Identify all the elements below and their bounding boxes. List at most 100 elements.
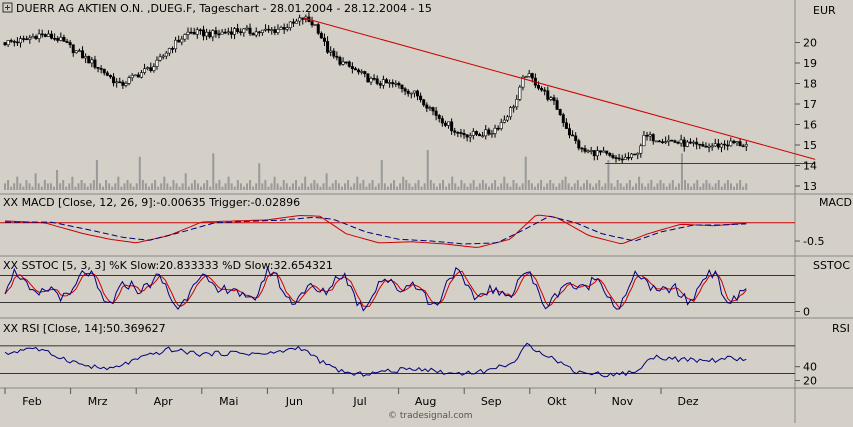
candle-body <box>620 158 624 161</box>
volume-bar <box>601 186 604 190</box>
candle-body <box>56 38 60 41</box>
volume-bar <box>65 186 68 190</box>
candle-body <box>521 76 525 88</box>
candle-body <box>208 31 212 38</box>
candle-body <box>84 56 88 59</box>
volume-bar <box>362 180 365 190</box>
volume-bar <box>494 180 497 190</box>
volume-bar <box>644 186 647 190</box>
volume-bar <box>16 176 19 190</box>
volume-bar <box>383 183 386 190</box>
volume-bar <box>579 186 582 190</box>
volume-bar <box>469 183 472 190</box>
volume-bar <box>475 186 478 190</box>
candle-body <box>149 67 153 71</box>
volume-bar <box>585 180 588 190</box>
candle-body <box>96 67 100 69</box>
volume-bar <box>711 186 714 190</box>
candle-body <box>723 143 727 146</box>
candle-body <box>350 66 354 69</box>
candle-body <box>87 56 91 64</box>
candle-body <box>12 41 16 43</box>
volume-bar <box>616 180 619 190</box>
volume-bar <box>331 183 334 190</box>
volume-bar <box>671 180 674 190</box>
candle-body <box>28 37 32 40</box>
volume-bar <box>307 186 310 190</box>
volume-bar <box>463 183 466 190</box>
candle-body <box>676 142 680 144</box>
volume-bar <box>319 186 322 190</box>
candle-body <box>744 144 748 147</box>
candle-body <box>366 73 370 83</box>
volume-bar <box>181 183 184 190</box>
candle-body <box>164 52 168 57</box>
volume-bar <box>723 183 726 190</box>
volume-bar <box>405 180 408 190</box>
volume-bar <box>638 176 641 190</box>
volume-bar <box>438 183 441 190</box>
candle-body <box>394 82 398 85</box>
candle-body <box>592 150 596 157</box>
volume-bar <box>573 183 576 190</box>
candle-body <box>295 20 299 24</box>
volume-bar <box>89 183 92 190</box>
candle-body <box>177 39 181 43</box>
volume-bar <box>187 186 190 190</box>
macd-label: XX MACD [Close, 12, 26, 9]:-0.00635 Trig… <box>3 196 300 209</box>
volume-bar <box>267 186 270 190</box>
volume-bar <box>129 183 132 190</box>
chart-menu-icon[interactable] <box>2 2 13 13</box>
candle-body <box>378 83 382 86</box>
volume-bar <box>184 173 187 190</box>
volume-bar <box>120 186 123 190</box>
candle-body <box>40 33 44 36</box>
rsi-label: XX RSI [Close, 14]:50.369627 <box>3 322 166 335</box>
month-tick-label: Aug <box>415 395 436 408</box>
candle-body <box>388 82 392 84</box>
candle-body <box>71 44 75 54</box>
candle-body <box>375 78 379 84</box>
candle-body <box>543 89 547 92</box>
volume-bar <box>414 183 417 190</box>
volume-bar <box>690 186 693 190</box>
volume-bar <box>619 183 622 190</box>
volume-bar <box>147 186 150 190</box>
candle-body <box>22 38 26 40</box>
candle-body <box>260 29 264 33</box>
candle-body <box>115 81 119 84</box>
volume-bar <box>402 176 405 190</box>
volume-bar <box>157 186 160 190</box>
volume-bar <box>132 186 135 190</box>
volume-bar <box>497 186 500 190</box>
volume-bar <box>515 183 518 190</box>
candle-body <box>602 150 606 153</box>
candle-body <box>704 145 708 148</box>
volume-bar <box>196 183 199 190</box>
candle-body <box>617 157 621 160</box>
resistance-trendline <box>303 17 816 160</box>
candle-body <box>167 48 171 54</box>
candle-body <box>9 40 13 42</box>
candle-body <box>688 141 692 144</box>
volume-bar <box>457 186 460 190</box>
volume-bar <box>460 180 463 190</box>
candle-body <box>155 59 159 67</box>
volume-bar <box>135 183 138 190</box>
candle-body <box>99 68 103 70</box>
volume-bar <box>126 180 129 190</box>
volume-bar <box>273 176 276 190</box>
volume-bar <box>687 183 690 190</box>
volume-bar <box>344 183 347 190</box>
candle-body <box>741 145 745 148</box>
volume-bar <box>105 180 108 190</box>
volume-bar <box>334 180 337 190</box>
candle-body <box>384 79 388 84</box>
candle-body <box>412 90 416 94</box>
volume-bar <box>261 183 264 190</box>
candle-body <box>664 141 668 143</box>
volume-bar <box>59 183 62 190</box>
volume-bar <box>610 183 613 190</box>
candle-body <box>198 29 202 32</box>
